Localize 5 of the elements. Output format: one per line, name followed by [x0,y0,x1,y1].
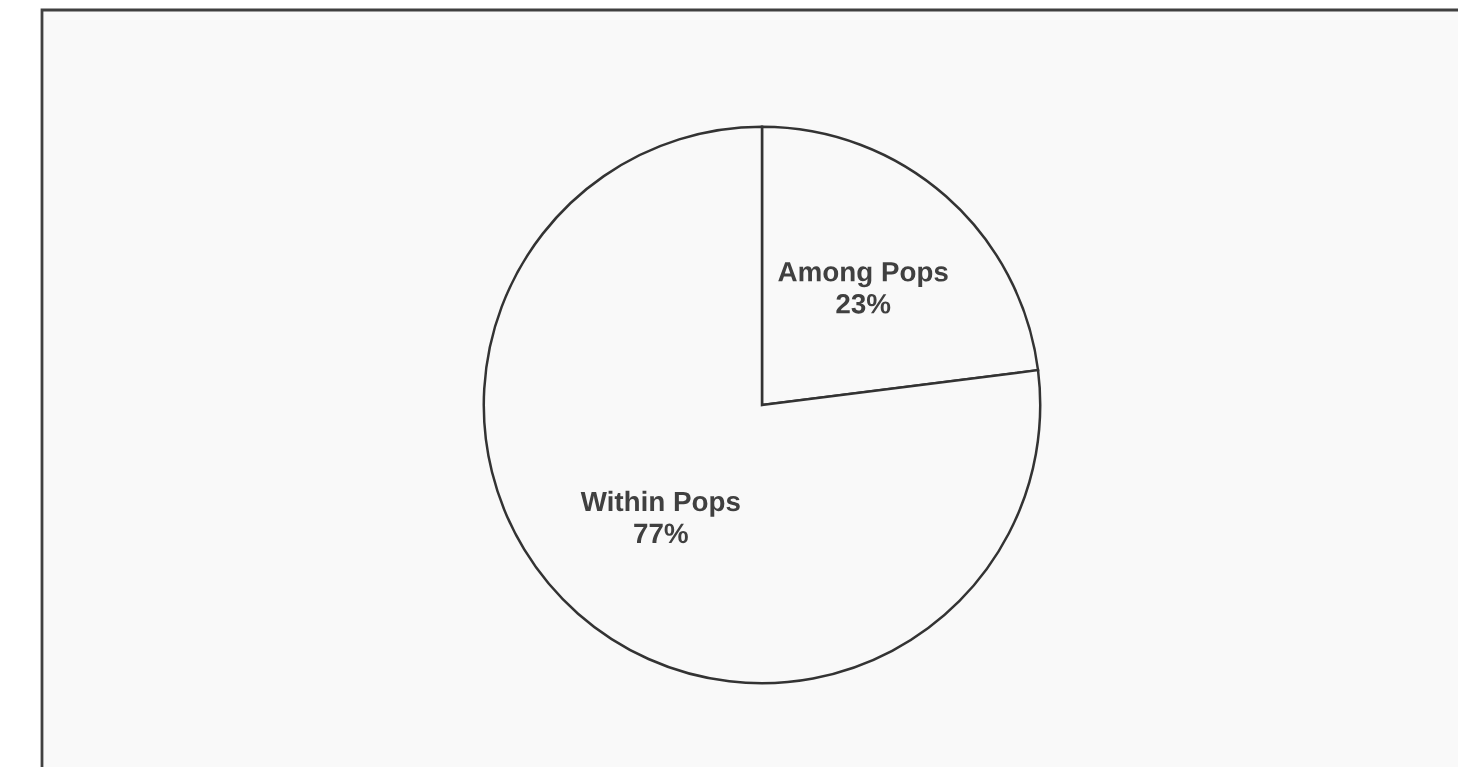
slice-label: Within Pops [580,490,740,517]
pie-slice [482,125,1042,685]
data-label: 23% [836,293,891,314]
slice-label: Among Pops [778,262,948,288]
data-label: 77% [634,523,688,544]
